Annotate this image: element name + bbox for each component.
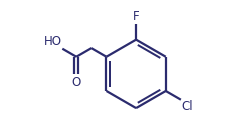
Text: Cl: Cl — [181, 100, 193, 113]
Text: F: F — [133, 10, 139, 23]
Text: HO: HO — [44, 35, 62, 48]
Text: O: O — [72, 75, 81, 89]
